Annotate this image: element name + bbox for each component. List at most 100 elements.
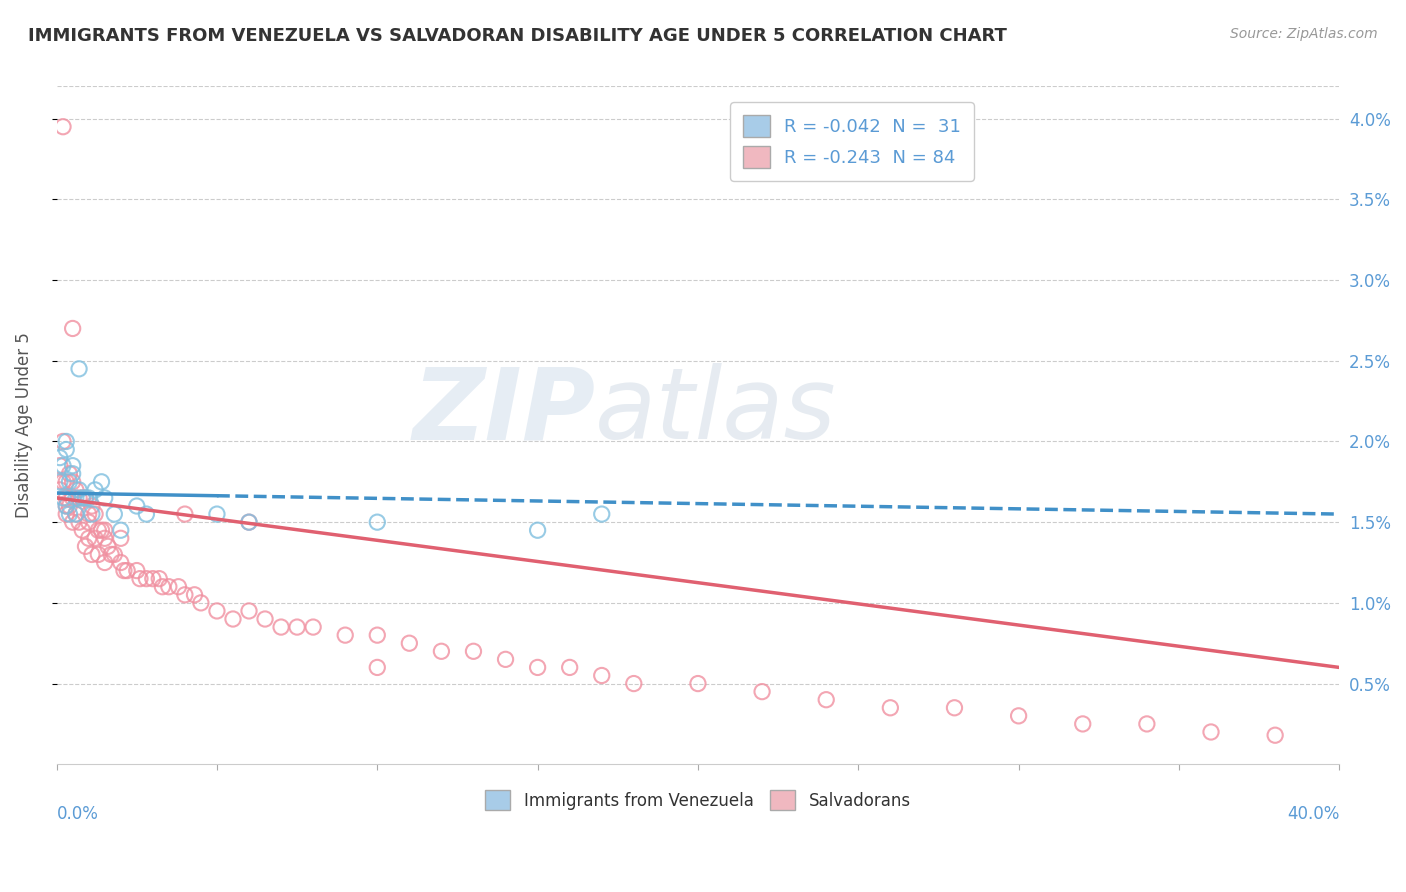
Point: [49, 483, 72, 497]
Point: [430, 644, 453, 658]
Point: [129, 572, 152, 586]
Text: Source: ZipAtlas.com: Source: ZipAtlas.com: [1230, 27, 1378, 41]
Point: [52, 434, 75, 449]
Point: [80, 548, 103, 562]
Point: [591, 668, 613, 682]
Point: [97, 540, 120, 554]
Point: [183, 588, 205, 602]
Point: [80, 507, 103, 521]
Point: [463, 644, 485, 658]
Text: ZIP: ZIP: [412, 363, 595, 460]
Point: [623, 676, 645, 690]
Point: [1199, 725, 1222, 739]
Point: [93, 491, 115, 505]
Point: [157, 580, 180, 594]
Point: [526, 660, 548, 674]
Point: [112, 564, 135, 578]
Point: [366, 628, 388, 642]
Point: [238, 604, 260, 618]
Point: [72, 523, 94, 537]
Point: [495, 652, 517, 666]
Point: [65, 483, 87, 497]
Point: [87, 548, 110, 562]
Point: [87, 523, 110, 537]
Point: [1071, 717, 1094, 731]
Point: [62, 467, 84, 481]
Point: [110, 523, 132, 537]
Point: [135, 507, 157, 521]
Point: [52, 120, 75, 134]
Point: [58, 467, 80, 481]
Point: [55, 442, 77, 457]
Point: [366, 660, 388, 674]
Point: [205, 604, 228, 618]
Point: [65, 491, 87, 505]
Point: [285, 620, 308, 634]
Point: [77, 531, 100, 545]
Point: [75, 491, 97, 505]
Point: [62, 321, 84, 335]
Point: [62, 491, 84, 505]
Point: [110, 531, 132, 545]
Point: [125, 564, 148, 578]
Point: [142, 572, 165, 586]
Point: [72, 491, 94, 505]
Point: [686, 676, 709, 690]
Point: [1007, 709, 1029, 723]
Point: [943, 700, 966, 714]
Point: [55, 507, 77, 521]
Point: [55, 434, 77, 449]
Point: [90, 475, 112, 489]
Point: [62, 475, 84, 489]
Point: [93, 531, 115, 545]
Point: [1264, 728, 1286, 742]
Point: [65, 507, 87, 521]
Point: [335, 628, 357, 642]
Point: [1136, 717, 1159, 731]
Point: [55, 491, 77, 505]
Point: [254, 612, 277, 626]
Point: [270, 620, 292, 634]
Point: [115, 564, 138, 578]
Point: [110, 556, 132, 570]
Point: [62, 515, 84, 529]
Point: [58, 499, 80, 513]
Point: [72, 491, 94, 505]
Point: [55, 499, 77, 513]
Point: [366, 515, 388, 529]
Point: [751, 684, 773, 698]
Point: [77, 507, 100, 521]
Point: [67, 515, 90, 529]
Point: [815, 692, 838, 706]
Point: [67, 361, 90, 376]
Point: [167, 580, 190, 594]
Y-axis label: Disability Age Under 5: Disability Age Under 5: [15, 333, 32, 518]
Point: [238, 515, 260, 529]
Text: atlas: atlas: [595, 363, 837, 460]
Point: [67, 483, 90, 497]
Point: [398, 636, 420, 650]
Point: [879, 700, 901, 714]
Point: [173, 588, 195, 602]
Point: [100, 548, 122, 562]
Point: [190, 596, 212, 610]
Point: [84, 531, 107, 545]
Point: [84, 483, 107, 497]
Text: 0.0%: 0.0%: [56, 805, 98, 823]
Point: [55, 475, 77, 489]
Point: [93, 523, 115, 537]
Point: [49, 458, 72, 473]
Point: [49, 450, 72, 465]
Point: [52, 491, 75, 505]
Point: [84, 507, 107, 521]
Point: [103, 507, 125, 521]
Point: [526, 523, 548, 537]
Point: [77, 515, 100, 529]
Point: [77, 491, 100, 505]
Point: [173, 507, 195, 521]
Point: [65, 507, 87, 521]
Text: 40.0%: 40.0%: [1286, 805, 1340, 823]
Point: [558, 660, 581, 674]
Legend: Immigrants from Venezuela, Salvadorans: Immigrants from Venezuela, Salvadorans: [478, 783, 917, 817]
Point: [52, 458, 75, 473]
